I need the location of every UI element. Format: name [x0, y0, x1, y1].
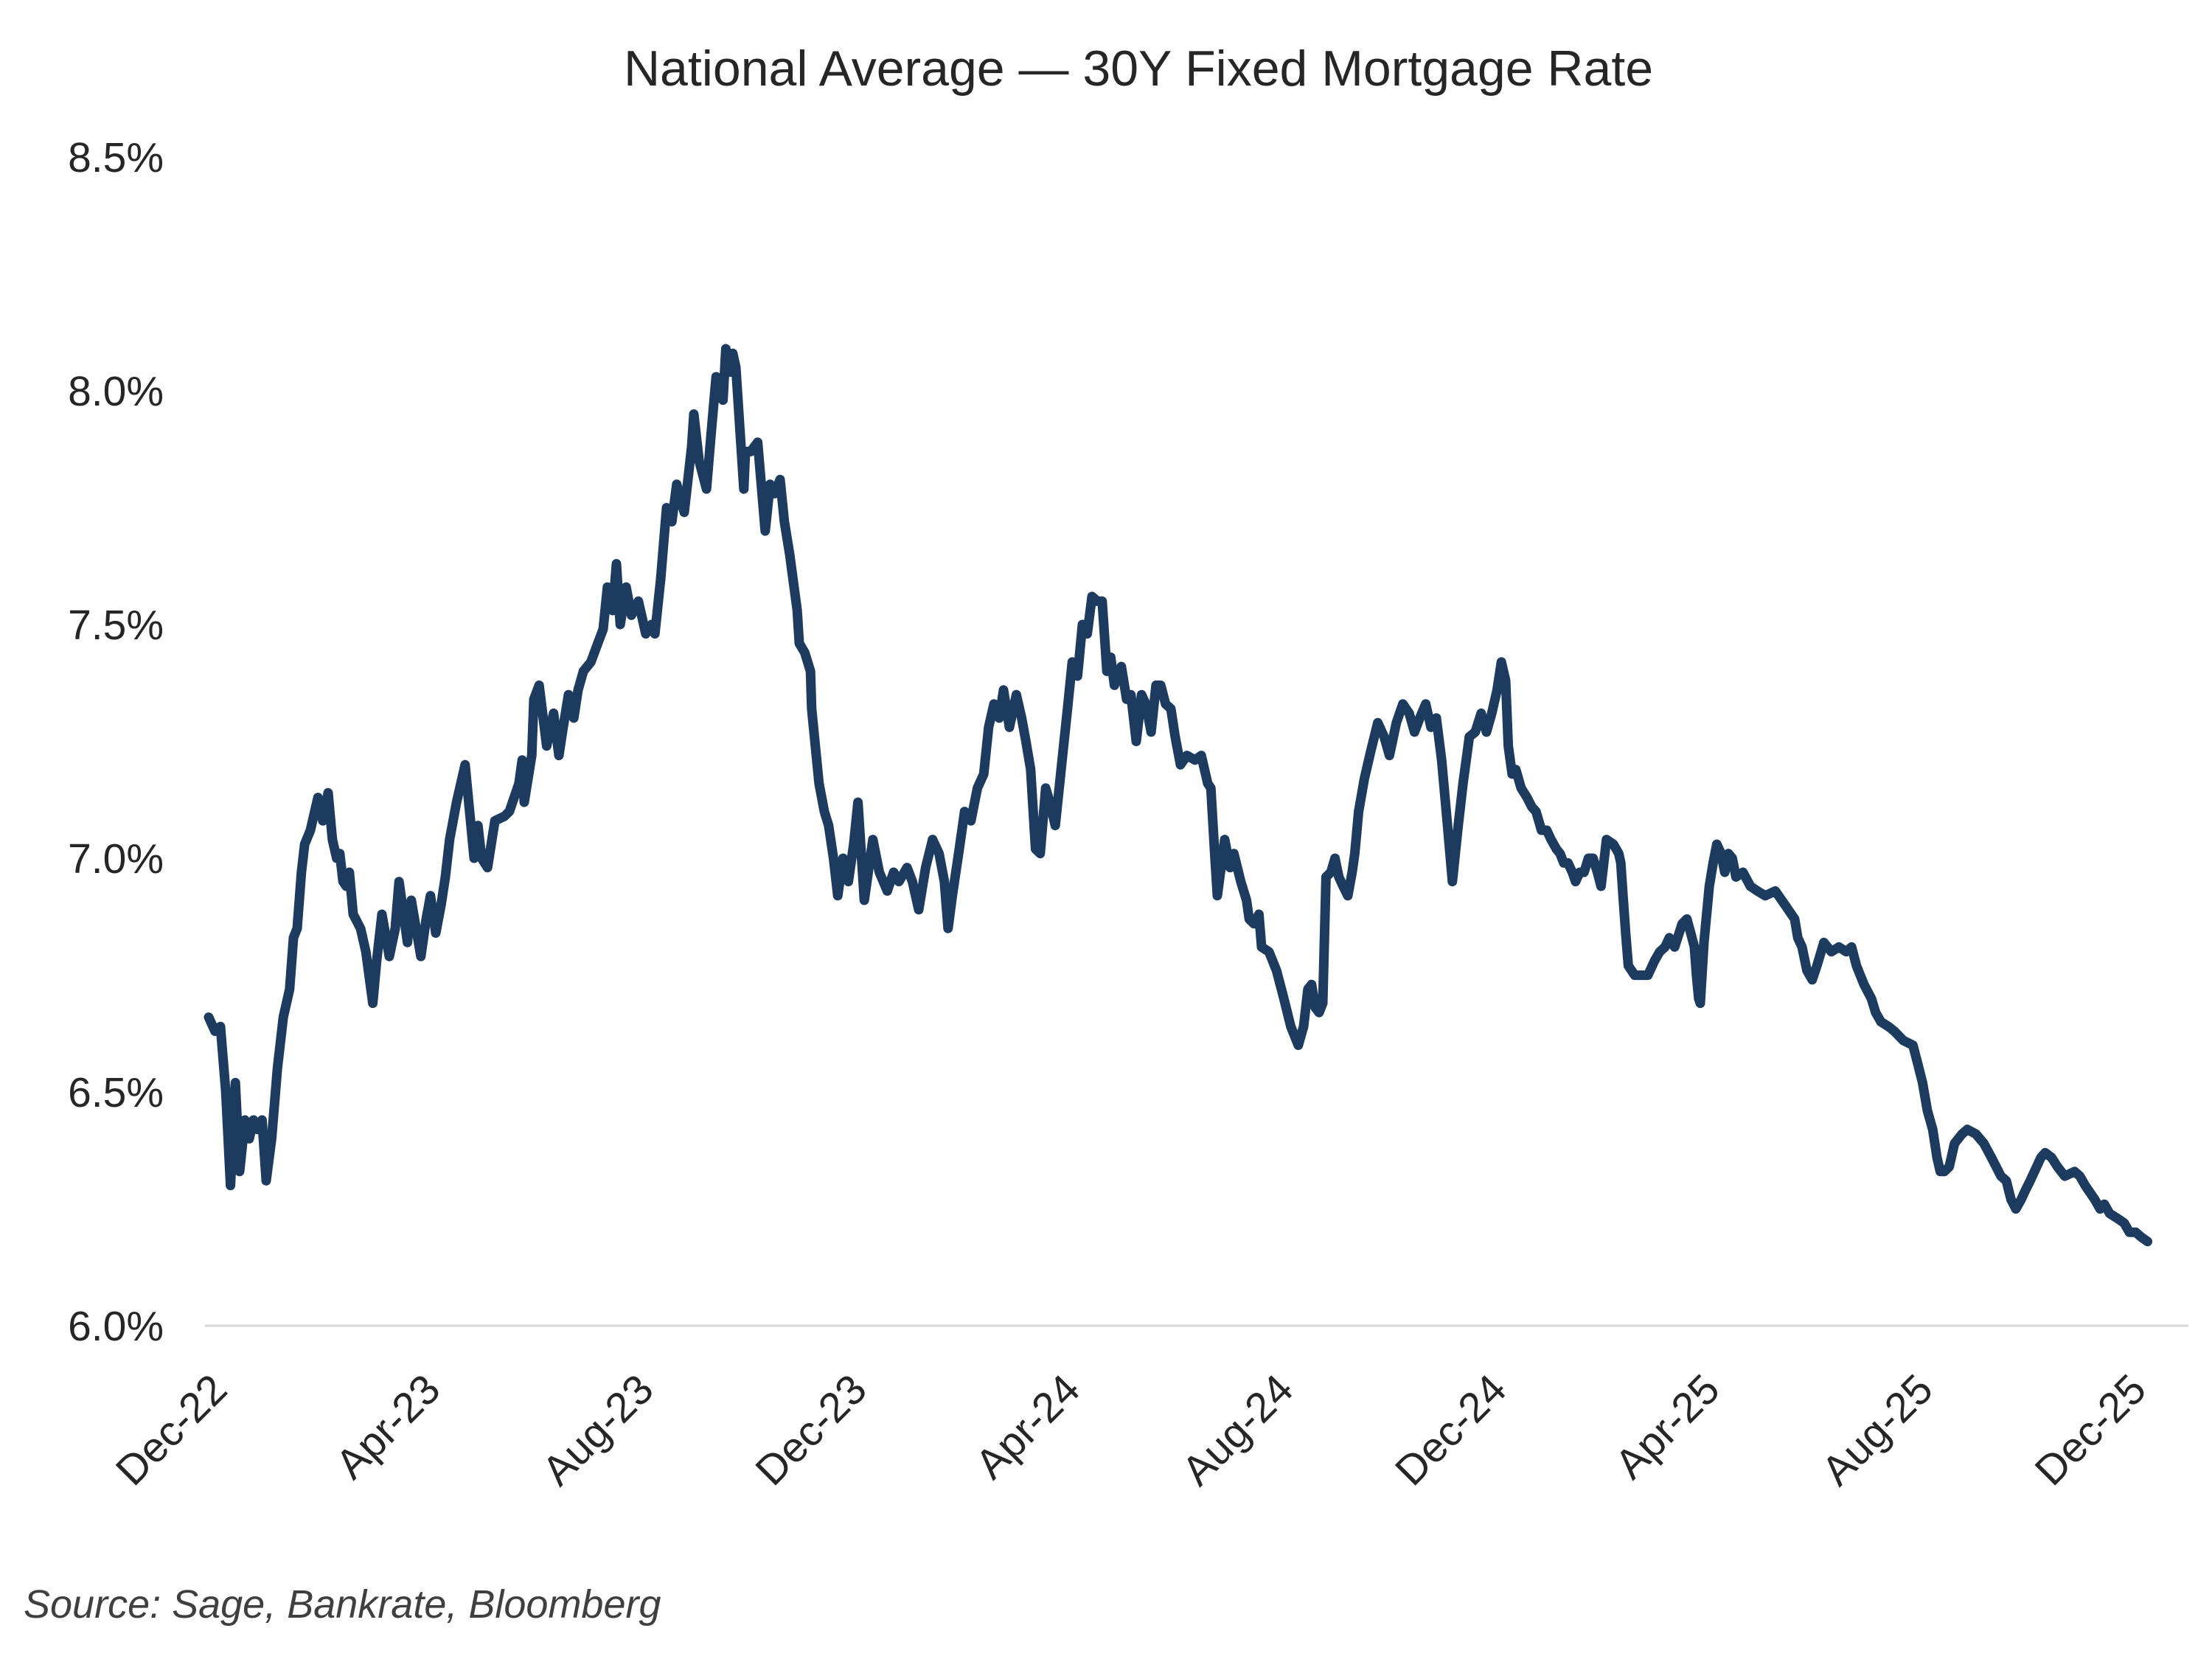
x-tick-label: Aug-25 — [1813, 1366, 1942, 1495]
chart-title: National Average — 30Y Fixed Mortgage Ra… — [624, 41, 1653, 97]
rate-line-series — [204, 344, 2153, 1247]
x-tick-label: Dec-25 — [2026, 1366, 2155, 1495]
x-tick-label: Aug-23 — [533, 1366, 662, 1495]
y-tick-label: 7.0% — [68, 835, 164, 883]
source-note: Source: Sage, Bankrate, Bloomberg — [24, 1582, 661, 1627]
x-tick-label: Dec-23 — [747, 1366, 876, 1495]
x-tick-label: Dec-22 — [107, 1366, 236, 1495]
x-tick-label: Apr-25 — [1606, 1366, 1728, 1488]
y-axis: 6.0% 6.5% 7.0% 7.5% 8.0% 8.5% — [68, 134, 164, 1350]
y-tick-label: 7.5% — [68, 602, 164, 649]
x-tick-label: Dec-24 — [1386, 1366, 1515, 1495]
x-tick-label: Apr-23 — [327, 1366, 449, 1488]
x-tick-label: Apr-24 — [967, 1366, 1089, 1488]
y-tick-label: 8.5% — [68, 134, 164, 181]
x-axis: Dec-22 Apr-23 Aug-23 Dec-23 Apr-24 Aug-24 Dec-… — [107, 1366, 2155, 1495]
y-tick-label: 6.5% — [68, 1069, 164, 1116]
x-tick-label: Aug-24 — [1173, 1366, 1302, 1495]
y-tick-label: 6.0% — [68, 1303, 164, 1350]
y-tick-label: 8.0% — [68, 368, 164, 415]
